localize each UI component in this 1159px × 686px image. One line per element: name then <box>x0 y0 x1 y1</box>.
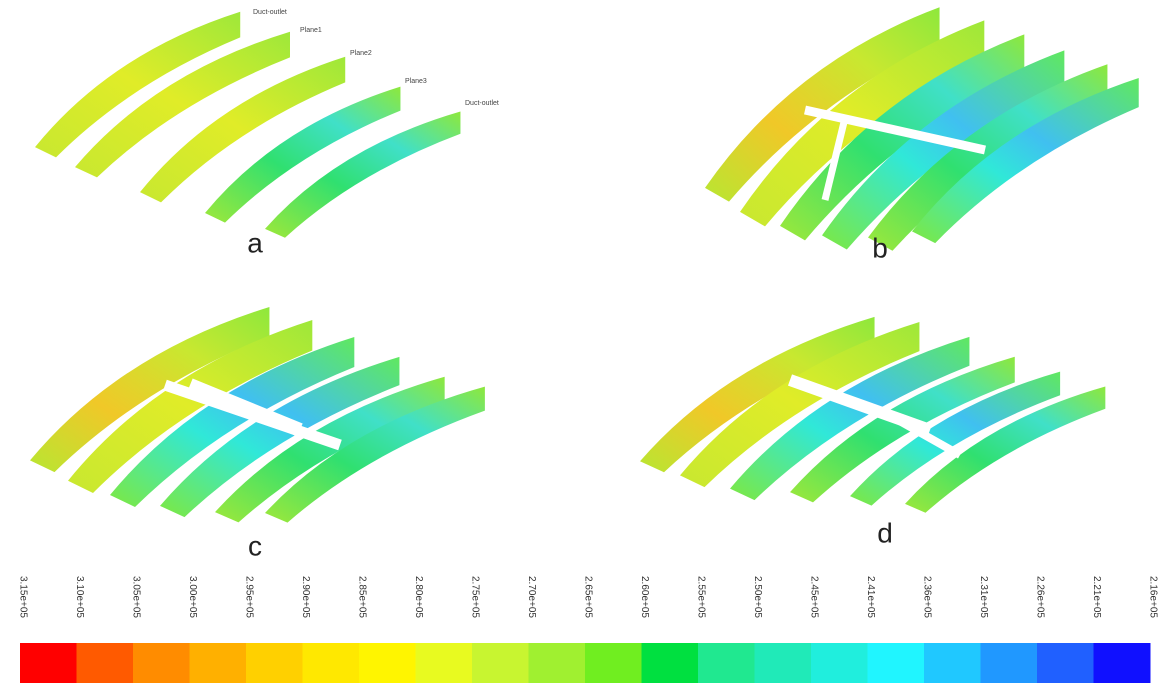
panel-label: a <box>247 227 263 258</box>
colorbar-swatch <box>811 643 868 683</box>
colorbar-swatch <box>924 643 981 683</box>
colorbar-label: 2.85e+05 <box>356 576 367 618</box>
colorbar-swatch <box>1037 643 1094 683</box>
colorbar-swatch <box>755 643 812 683</box>
colorbar-swatch <box>303 643 360 683</box>
colorbar-swatch <box>20 643 77 683</box>
colorbar-label: 2.26e+05 <box>1034 576 1045 618</box>
panel-label: c <box>248 530 262 561</box>
colorbar-swatch <box>190 643 247 683</box>
plane-label: Duct-outlet <box>253 9 287 16</box>
colorbar-label: 2.16e+05 <box>1147 576 1158 618</box>
colorbar-swatch <box>246 643 303 683</box>
colorbar-label: 3.10e+05 <box>74 576 85 618</box>
colorbar-label: 2.31e+05 <box>978 576 989 618</box>
colorbar-swatch <box>77 643 134 683</box>
panel-label: d <box>877 517 893 548</box>
colorbar-swatch <box>416 643 473 683</box>
colorbar-swatch <box>133 643 190 683</box>
blade <box>265 111 460 237</box>
colorbar-label: 2.75e+05 <box>469 576 480 618</box>
colorbar-label: 2.95e+05 <box>243 576 254 618</box>
colorbar-label: 2.55e+05 <box>695 576 706 618</box>
colorbar-swatch <box>359 643 416 683</box>
colorbar-label: 2.50e+05 <box>752 576 763 618</box>
colorbar-label: 2.60e+05 <box>639 576 650 618</box>
figure: Duct-outlet Plane1 Plane2 Plane3 Duct-ou… <box>0 0 1159 686</box>
colorbar-label: 3.05e+05 <box>130 576 141 618</box>
colorbar-swatch <box>529 643 586 683</box>
colorbar-swatch <box>642 643 699 683</box>
colorbar-swatch <box>1094 643 1151 683</box>
colorbar-swatch <box>585 643 642 683</box>
colorbar-label: 2.36e+05 <box>921 576 932 618</box>
page: {"plane_labels": ["Duct-outlet", "Plane1… <box>0 0 1159 686</box>
colorbar-label: 3.15e+05 <box>17 576 28 618</box>
colorbar-label: 2.70e+05 <box>526 576 537 618</box>
colorbar-label: 2.90e+05 <box>300 576 311 618</box>
colorbar-label: 2.80e+05 <box>413 576 424 618</box>
panel-c-blades <box>30 307 485 523</box>
panel-a-blades <box>35 12 460 238</box>
colorbar-label: 2.41e+05 <box>865 576 876 618</box>
plane-label: Plane2 <box>350 50 372 57</box>
plane-label: Plane3 <box>405 78 427 85</box>
colorbar: 3.15e+05 3.10e+05 3.05e+05 3.00e+05 2.95e+05… <box>17 576 1158 683</box>
panel-label: b <box>872 232 888 263</box>
colorbar-label: 2.65e+05 <box>582 576 593 618</box>
plane-label: Duct-outlet <box>465 100 499 107</box>
panel-d-blades <box>640 317 1105 513</box>
colorbar-swatch <box>868 643 925 683</box>
colorbar-swatch <box>698 643 755 683</box>
panel-b-blades <box>705 7 1139 250</box>
colorbar-label: 3.00e+05 <box>187 576 198 618</box>
colorbar-swatch <box>981 643 1038 683</box>
colorbar-swatch <box>472 643 529 683</box>
plane-label: Plane1 <box>300 27 322 34</box>
colorbar-label: 2.21e+05 <box>1091 576 1102 618</box>
colorbar-label: 2.45e+05 <box>808 576 819 618</box>
